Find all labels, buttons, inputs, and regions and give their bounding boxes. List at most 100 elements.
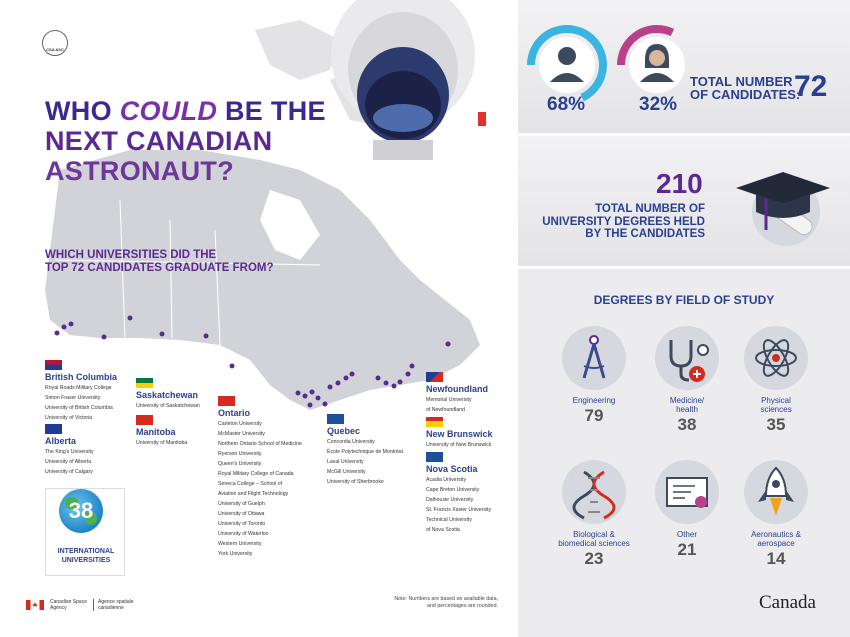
field-label-2: health [676,405,698,414]
school-item: École Polytechnique de Montréal [327,449,403,455]
school-item: Cape Breton University [426,487,480,493]
international-box: 38 INTERNATIONAL UNIVERSITIES [45,488,125,576]
astronaut-image [331,0,486,160]
globe-icon: 38 [59,489,103,533]
title-part1: WHO [45,96,120,126]
school-item: Technical University [426,517,472,523]
international-label: INTERNATIONAL UNIVERSITIES [46,547,126,565]
footnote: Note: Numbers are based on available dat… [380,596,498,610]
page-title: WHO COULD BE THE NEXT CANADIAN ASTRONAUT… [45,96,326,186]
school-item: University of Guelph [218,501,265,507]
school-item: York University [218,551,253,557]
field-aeronautics: Aeronautics & aerospace 14 [731,460,821,569]
school-item: Carleton University [218,421,262,427]
certificate-icon [655,460,719,524]
qc-flag-icon [327,414,344,424]
csa-logo-text: CSA ASC [46,46,64,52]
right-panel: 68% 32% TOTAL NUMBER OF CANDIDATES: 72 2… [518,0,850,637]
female-gauge [617,25,697,105]
degrees-line2: UNIVERSITY DEGREES HELD [542,215,705,228]
school-item: The King's University [45,449,94,455]
school-item: University of Saskatchewan [136,403,200,409]
male-percentage: 68% [547,94,586,115]
school-item: University of Sherbrooke [327,479,384,485]
field-label: Physical [761,396,791,405]
province-name: Nova Scotia [426,464,478,474]
province-nl: Newfoundland Memorial University of Newf… [426,372,488,415]
province-ab: Alberta The King's University University… [45,424,94,477]
school-item: Seneca College – School of [218,481,283,487]
school-item: of Newfoundland [426,407,465,413]
sk-flag-icon [136,378,153,388]
international-line2: UNIVERSITIES [61,557,111,564]
field-value: 23 [584,549,604,568]
ns-flag-icon [426,452,443,462]
field-medicine: Medicine/ health 38 [642,326,732,435]
field-value: 79 [584,406,604,425]
school-item: University of New Brunswick [426,442,492,448]
note-line2: and percentages are rounded. [427,603,498,609]
international-line1: INTERNATIONAL [57,548,115,555]
school-item: of Nova Scotia [426,527,460,533]
bc-flag-icon [45,360,62,370]
degrees-line3: BY THE CANDIDATES [585,228,705,240]
field-value: 14 [766,549,786,568]
province-name: Saskatchewan [136,390,199,400]
province-name: British Columbia [45,372,118,382]
school-item: Acadia University [426,477,467,483]
field-label-2: sciences [760,405,792,414]
school-item: Concordia University [327,439,375,445]
province-name: Alberta [45,436,77,446]
stethoscope-icon [655,326,719,390]
school-item: Western University [218,541,262,547]
province-name: Newfoundland [426,384,488,394]
degrees-line1: TOTAL NUMBER OF [595,203,705,215]
map-dots [54,315,451,408]
field-value: 35 [766,415,786,434]
candidates-panel: 68% 32% TOTAL NUMBER OF CANDIDATES: 72 [518,0,850,136]
school-item: McMaster University [218,431,265,437]
mb-flag-icon [136,415,153,425]
atom-icon [744,326,808,390]
field-label-2: biomedical sciences [558,539,630,548]
province-nb: New Brunswick University of New Brunswic… [426,417,493,450]
canada-flag-icon [26,600,44,610]
field-label: Aeronautics & [751,530,801,539]
total-label-line2: OF CANDIDATES: [690,87,801,102]
total-degrees-value: 210 [656,168,703,199]
school-item: Laval University [327,459,364,465]
school-item: University of Alberta [45,459,92,465]
school-item: Northern Ontario School of Medicine [218,441,302,447]
school-item: Memorial University [426,397,472,403]
field-value: 21 [677,540,697,559]
school-item: St. Francis Xavier University [426,507,492,513]
field-engineering: Engineering 79 [549,326,639,426]
field-label: Medicine/ [669,396,705,405]
province-bc: British Columbia Royal Roads Military Co… [45,360,117,423]
title-line3: ASTRONAUT? [45,156,234,186]
school-item: University of British Columbia [45,405,113,411]
on-flag-icon [218,396,235,406]
field-value: 38 [677,415,697,434]
canada-wordmark: Canada [759,592,816,613]
agency-en-line2: Agency [50,605,67,611]
agency-signature: Canadian Space Agency Agence spatiale ca… [26,599,134,611]
province-ns: Nova Scotia Acadia University Cape Breto… [426,452,491,535]
province-name: Quebec [327,426,361,436]
school-item: Queen's University [218,461,262,467]
school-item: Royal Military College of Canada [218,471,294,477]
total-candidates-label: TOTAL NUMBER OF CANDIDATES: [690,75,800,101]
school-item: University of Calgary [45,469,93,475]
field-label: Other [676,530,697,539]
title-part2: BE THE [217,96,326,126]
school-item: Dalhousie University [426,497,474,503]
agency-fr-line2: canadienne [97,605,124,611]
total-candidates-value: 72 [794,70,828,103]
province-mb: Manitoba University of Manitoba [136,415,187,448]
school-item: Simon Fraser University [45,395,101,401]
title-emphasis: COULD [119,96,218,126]
left-panel: CSA ASC WHO COULD BE THE NEXT CANADIAN A… [26,0,498,611]
compass-icon [562,326,626,390]
graduation-cap-icon [736,172,830,246]
field-label: Engineering [572,396,616,405]
